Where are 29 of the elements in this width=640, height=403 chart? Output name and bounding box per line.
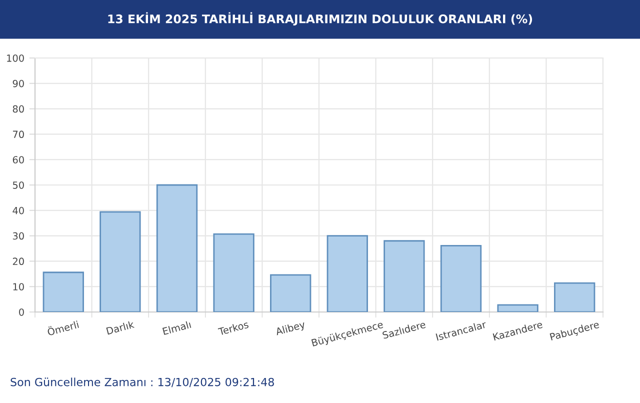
x-tick-label: Darlık bbox=[106, 320, 135, 335]
y-tick-label: 90 bbox=[12, 80, 24, 88]
x-tick-label: Elmalı bbox=[162, 320, 192, 336]
y-tick-label: 60 bbox=[12, 156, 24, 164]
bar bbox=[100, 211, 141, 312]
x-tick-label: Ömerli bbox=[46, 319, 79, 336]
y-tick-label: 20 bbox=[12, 258, 24, 266]
x-tick-label: Alibey bbox=[274, 320, 306, 338]
chart-title: 13 EKİM 2025 TARİHLİ BARAJLARIMIZIN DOLULUK ORANLARI (%) bbox=[108, 12, 532, 26]
y-tick-label: 40 bbox=[12, 206, 24, 214]
bar bbox=[440, 245, 482, 312]
bar bbox=[213, 233, 254, 312]
bar bbox=[554, 282, 596, 312]
y-tick-label: 100 bbox=[7, 54, 24, 62]
bar bbox=[326, 235, 368, 312]
text: Son Güncelleme Zamanı : 13/10/2025 09:21:48 bbox=[10, 378, 274, 388]
bar bbox=[42, 272, 84, 312]
x-tick-label: Terkos bbox=[218, 320, 249, 336]
y-tick-label: 80 bbox=[12, 105, 24, 113]
y-tick-label: 0 bbox=[19, 308, 24, 316]
y-tick-label: 10 bbox=[13, 283, 24, 290]
bar bbox=[384, 240, 425, 312]
bar bbox=[270, 274, 312, 312]
y-tick-label: 70 bbox=[13, 130, 24, 138]
y-tick-label: 30 bbox=[12, 232, 24, 240]
bar bbox=[156, 184, 198, 312]
bar bbox=[497, 304, 538, 312]
x-tick-label: Sazlıdere bbox=[382, 320, 426, 339]
y-tick-label: 50 bbox=[12, 181, 24, 189]
